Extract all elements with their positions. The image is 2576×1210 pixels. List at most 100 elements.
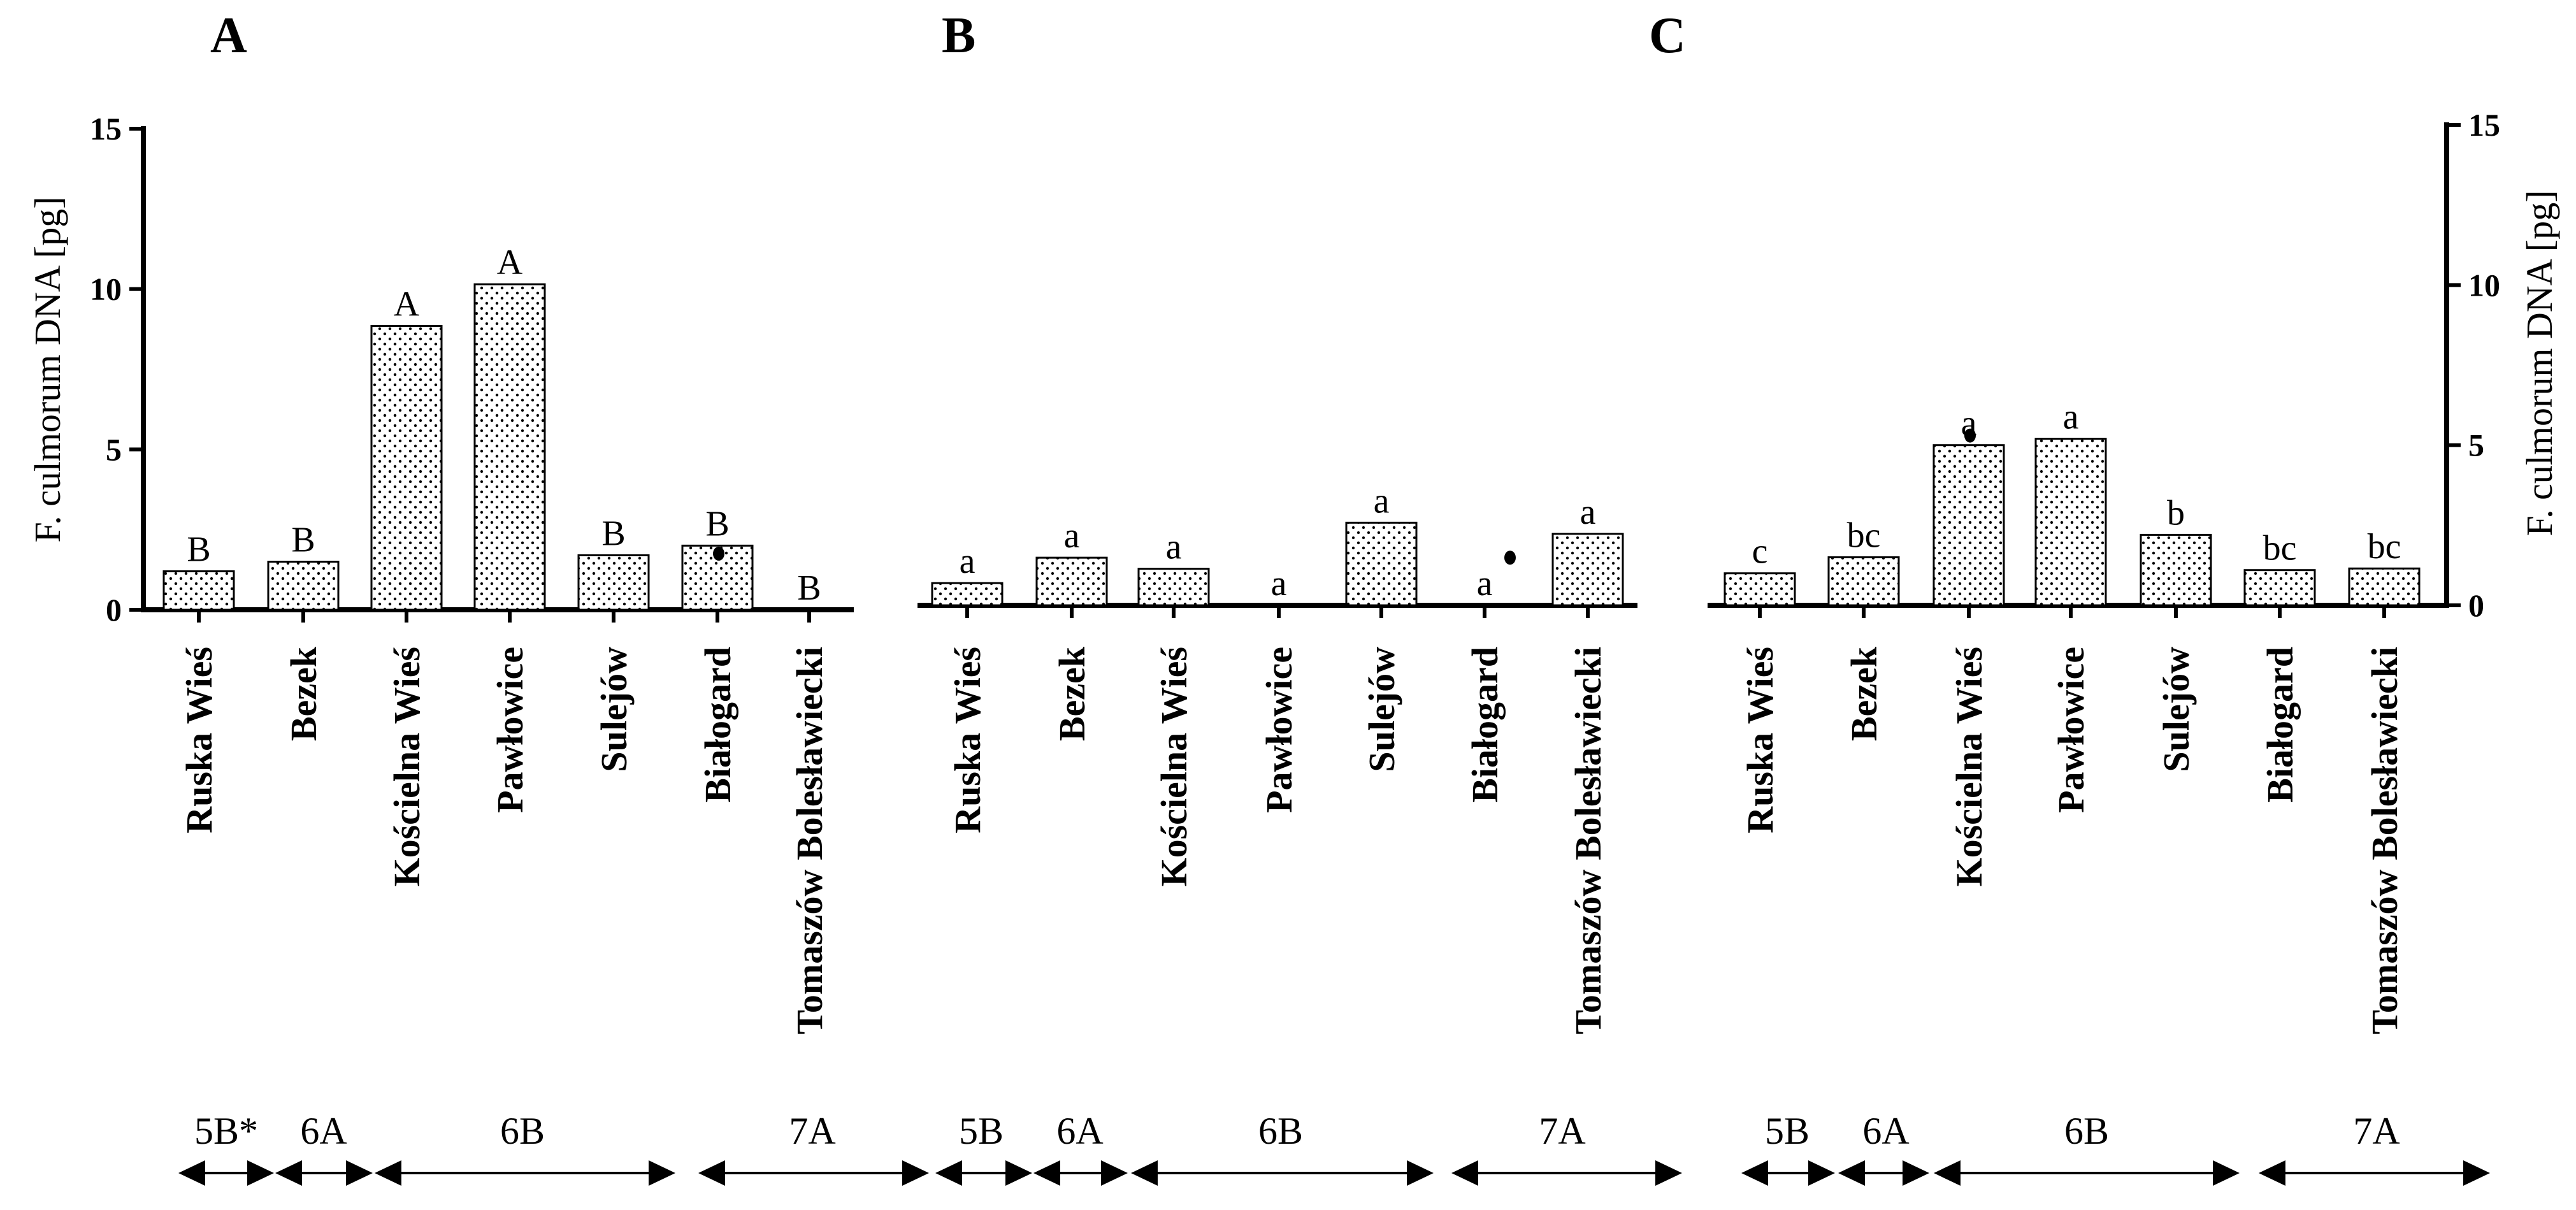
panel-c-outlier-point <box>1964 428 1976 443</box>
panel-a-group-label: 5B* <box>194 1110 258 1152</box>
panel-a-y-tick-label: 5 <box>106 431 122 467</box>
panel-b-significance-letter: a <box>1580 493 1596 532</box>
panel-c-group-arrow-head-right <box>1903 1160 1929 1186</box>
panel-c-significance-letter: a <box>2063 398 2079 437</box>
panel-c-significance-letter: c <box>1752 532 1768 572</box>
panel-c-bar <box>2140 533 2212 607</box>
panel-b-bar <box>931 582 1004 607</box>
panel-a-group-arrow-head-left <box>698 1160 725 1186</box>
panel-b-category-label: Sulejów <box>1361 647 1402 772</box>
panel-c-y-tick-label: 0 <box>2468 587 2484 623</box>
panel-a-significance-letter: B <box>291 521 315 560</box>
panel-c-group-label: 7A <box>2353 1110 2400 1152</box>
panel-c-bar <box>2243 569 2316 607</box>
panel-a-group-arrow-head-left <box>178 1160 205 1186</box>
panel-c-ylabel: F. culmorum DNA [pg] <box>2519 190 2560 536</box>
panel-b-significance-letter: a <box>1166 528 1182 567</box>
panel-c-category-label: Sulejów <box>2155 647 2197 772</box>
panel-b-group-label: 5B <box>959 1110 1004 1152</box>
panel-c-group-arrow <box>1838 1160 1929 1186</box>
panel-b-outlier-point <box>1504 551 1516 565</box>
panel-b-group-arrow-head-left <box>935 1160 962 1186</box>
panel-a-category-label: Białogard <box>697 647 738 803</box>
panel-a-title: A <box>210 8 247 64</box>
panel-b-group-label: 7A <box>1539 1110 1585 1152</box>
panel-a-group-arrow <box>375 1160 675 1186</box>
panel-c-significance-letter: bc <box>2368 527 2401 566</box>
panel-c-group-arrow-head-right <box>2213 1160 2240 1186</box>
panel-a-category-label: Sulejów <box>593 647 635 772</box>
panel-c-significance-letter: bc <box>2263 529 2297 568</box>
panel-a-group-arrow <box>275 1160 373 1186</box>
panel-c-y-tick-label: 5 <box>2468 428 2484 463</box>
panel-a-group-arrow-head-right <box>649 1160 675 1186</box>
panel-b-group-arrow <box>1131 1160 1434 1186</box>
panel-c-group-arrow <box>1741 1160 1835 1186</box>
panel-c-bar <box>2348 567 2421 607</box>
panel-c-significance-letter: b <box>2167 493 2185 533</box>
panel-b-category-label: Pawłowice <box>1258 647 1300 813</box>
panel-c-bar <box>2034 438 2107 607</box>
panel-c-bar <box>1723 572 1796 607</box>
panel-a-group-arrow <box>698 1160 929 1186</box>
panel-c-group-arrow <box>2259 1160 2490 1186</box>
panel-b-group-arrow <box>935 1160 1032 1186</box>
panel-c-group-arrow <box>1934 1160 2240 1186</box>
panel-b-group-arrow-head-right <box>1101 1160 1128 1186</box>
panel-a-significance-letter: B <box>797 568 821 608</box>
panel-a: A 0 5 10 15 B Ruska Wieś B Bezek A Kościelna Wieś… <box>90 8 929 1186</box>
panel-c-category-label: Pawłowice <box>2050 647 2092 813</box>
panel-a-group-arrow <box>178 1160 274 1186</box>
panel-a-category-label: Ruska Wieś <box>178 647 220 833</box>
panel-a-category-label: Tomaszów Bolesławiecki <box>789 647 830 1034</box>
panel-c-group-label: 5B <box>1765 1110 1810 1152</box>
panel-b-group-arrow-head-right <box>1005 1160 1032 1186</box>
panel-a-group-label: 6A <box>300 1110 347 1152</box>
panel-c-category-label: Bezek <box>1843 646 1885 741</box>
panel-b-category-label: Ruska Wieś <box>947 647 988 833</box>
panel-c-category-label: Kościelna Wieś <box>1948 647 1990 887</box>
panel-c-group-label: 6B <box>2064 1110 2109 1152</box>
panel-a-group-arrow-head-right <box>346 1160 373 1186</box>
panel-c-group-label: 6A <box>1862 1110 1909 1152</box>
panel-c-group-arrow-head-left <box>1741 1160 1768 1186</box>
panel-c-group-arrow-head-left <box>1934 1160 1961 1186</box>
panel-a-bar <box>473 283 546 611</box>
panel-a-group-label: 7A <box>789 1110 835 1152</box>
panel-b: B a Ruska Wieś a Bezek a Kościelna Wieś a Pawło… <box>917 8 1682 1186</box>
panel-b-group-arrow-head-right <box>1655 1160 1682 1186</box>
panel-b-bar <box>1035 556 1108 607</box>
panel-b-bar <box>1345 521 1418 607</box>
panel-a-significance-letter: B <box>187 530 210 570</box>
panel-b-group-arrow-head-left <box>1131 1160 1158 1186</box>
panel-c-category-label: Ruska Wieś <box>1739 647 1781 833</box>
panel-a-group-label: 6B <box>500 1110 545 1152</box>
panel-c-y-tick-label: 10 <box>2468 267 2500 303</box>
panel-c-group-arrow-head-right <box>1808 1160 1835 1186</box>
panel-b-bar <box>1137 568 1210 607</box>
panel-a-ylabel: F. culmorum DNA [pg] <box>27 196 68 542</box>
panel-c-category-label: Białogard <box>2259 647 2301 803</box>
panel-c-significance-letter: bc <box>1847 516 1881 556</box>
panel-b-significance-letter: a <box>960 542 975 581</box>
panel-a-category-label: Bezek <box>283 646 324 741</box>
panel-a-significance-letter: B <box>705 504 729 544</box>
panel-a-bar <box>370 325 443 611</box>
panel-b-group-arrow-head-right <box>1407 1160 1434 1186</box>
panel-b-bar <box>1551 533 1624 607</box>
panel-a-bar <box>162 570 235 611</box>
panel-c: C 0 5 10 15 c Ruska Wieś bc Bezek a Kościelna Wie… <box>1649 8 2500 1186</box>
panel-b-significance-letter: a <box>1064 516 1080 556</box>
panel-b-significance-letter: a <box>1271 564 1287 603</box>
panel-a-category-label: Pawłowice <box>489 647 531 813</box>
panel-b-group-arrow-head-left <box>1451 1160 1478 1186</box>
panel-a-y-tick-label: 10 <box>90 271 122 307</box>
panel-a-outlier-point <box>713 546 724 561</box>
panel-c-category-label: Tomaszów Bolesławiecki <box>2364 647 2405 1034</box>
panel-a-significance-letter: B <box>601 514 625 553</box>
panel-a-y-tick-label: 15 <box>90 111 122 147</box>
panel-b-title: B <box>942 8 975 64</box>
panel-b-significance-letter: a <box>1477 564 1493 603</box>
panel-c-group-arrow-head-left <box>2259 1160 2285 1186</box>
